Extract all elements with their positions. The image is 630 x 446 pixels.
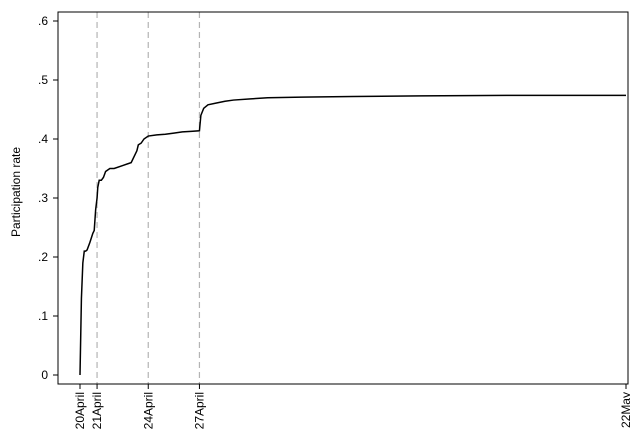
y-tick-label: .6 (38, 14, 48, 28)
y-tick-label: .2 (38, 250, 48, 264)
y-tick-label: .5 (38, 73, 48, 87)
y-tick-label: .4 (38, 132, 48, 146)
x-tick-label: 22May (619, 392, 630, 428)
reference-lines (97, 12, 199, 384)
participation-rate-line (80, 95, 626, 375)
x-tick-label: 24April (141, 392, 155, 429)
y-axis-title: Participation rate (9, 147, 23, 237)
x-tick-label: 21April (90, 392, 104, 429)
y-tick-label: .1 (38, 309, 48, 323)
axes: 0 .1 .2 .3 .4 .5 .6 20April 21April 24April 27Apri… (38, 12, 630, 429)
x-tick-label: 20April (73, 392, 87, 429)
y-tick-label: 0 (41, 368, 48, 382)
y-tick-label: .3 (38, 191, 48, 205)
x-tick-label: 27April (192, 392, 206, 429)
plot-frame (58, 12, 628, 384)
